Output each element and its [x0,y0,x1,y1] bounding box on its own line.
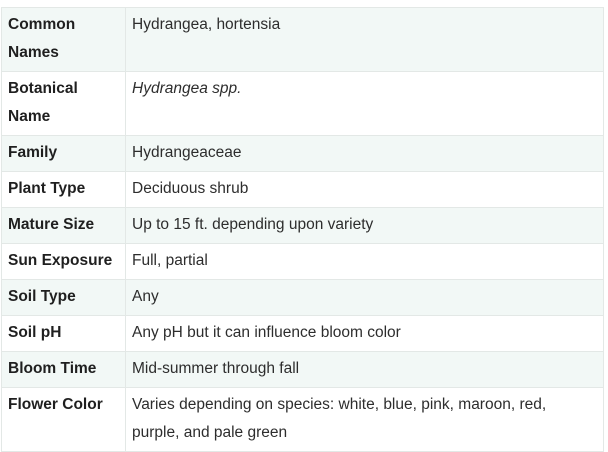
row-label: Mature Size [1,207,126,244]
row-value: Any [125,279,604,316]
row-value: Any pH but it can influence bloom color [125,315,604,352]
row-value: Varies depending on species: white, blue… [125,387,604,452]
row-label: Bloom Time [1,351,126,388]
table-row-flower-color: Flower Color Varies depending on species… [1,387,604,452]
table-row-sun-exposure: Sun Exposure Full, partial [1,243,604,280]
table-row-soil-ph: Soil pH Any pH but it can influence bloo… [1,315,604,352]
table-row-common-names: Common Names Hydrangea, hortensia [1,7,604,72]
row-label: Soil pH [1,315,126,352]
table-row-botanical-name: Botanical Name Hydrangea spp. [1,71,604,136]
row-value: Hydrangea, hortensia [125,7,604,72]
row-label: Sun Exposure [1,243,126,280]
plant-facts-table: Common Names Hydrangea, hortensia Botani… [1,7,604,452]
row-value: Up to 15 ft. depending upon variety [125,207,604,244]
row-label: Family [1,135,126,172]
row-value: Full, partial [125,243,604,280]
row-value: Mid-summer through fall [125,351,604,388]
table-row-mature-size: Mature Size Up to 15 ft. depending upon … [1,207,604,244]
table-row-soil-type: Soil Type Any [1,279,604,316]
row-label: Flower Color [1,387,126,452]
row-value: Deciduous shrub [125,171,604,208]
row-label: Plant Type [1,171,126,208]
row-label: Botanical Name [1,71,126,136]
row-value: Hydrangeaceae [125,135,604,172]
table-row-plant-type: Plant Type Deciduous shrub [1,171,604,208]
row-label: Soil Type [1,279,126,316]
row-label: Common Names [1,7,126,72]
table-row-family: Family Hydrangeaceae [1,135,604,172]
table-row-bloom-time: Bloom Time Mid-summer through fall [1,351,604,388]
row-value: Hydrangea spp. [125,71,604,136]
